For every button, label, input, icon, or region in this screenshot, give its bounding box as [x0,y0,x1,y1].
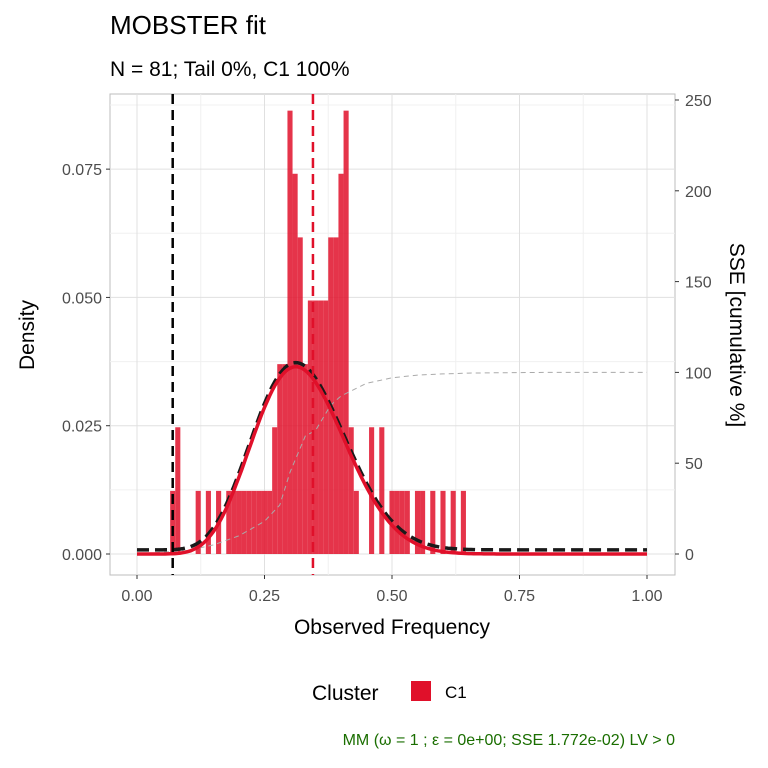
histogram-bar [338,173,344,554]
histogram-bar [414,490,421,554]
histogram-bar [241,490,247,554]
histogram-bar [379,427,385,554]
histogram-bar [282,364,288,554]
x-tick-label: 1.00 [631,588,662,605]
histogram-bar [389,490,395,554]
legend-key-c1 [411,681,431,701]
x-tick-label: 0.75 [504,588,535,605]
histogram-bar [348,427,354,554]
y-tick-label: 0.050 [62,290,102,307]
y2-tick-label: 250 [685,93,712,110]
histogram-bar [450,490,456,554]
histogram-bar [404,490,410,554]
histogram-bar [420,490,426,554]
histogram-bar [333,237,339,554]
histogram-bar [272,427,278,554]
histogram-bar [312,300,319,554]
x-tick-label: 0.00 [121,588,152,605]
histogram-bar [302,364,308,554]
y2-tick-label: 0 [685,547,694,564]
legend: Cluster C1 [312,681,467,705]
histogram-bar [323,300,329,554]
y2-tick-label: 100 [685,365,712,382]
histogram-bar [399,490,405,554]
x-tick-label: 0.25 [249,588,280,605]
y2-tick-label: 50 [685,456,703,473]
y2-tick-label: 150 [685,275,712,292]
legend-title: Cluster [312,682,379,705]
histogram-bar [394,490,400,554]
histogram-bar [256,490,262,554]
y-tick-label: 0.000 [62,547,102,564]
chart-title: MOBSTER fit [110,10,267,40]
histogram-bar [343,110,349,555]
mixture-density-line [137,360,647,552]
y-axis-title: Density [16,299,39,370]
histogram-bar [460,490,466,554]
histogram-bar [195,490,201,554]
plot-area: 0.00 0.25 0.50 0.75 1.00 0.000 0.025 0.050 0.075… [62,93,712,605]
histogram-bar [205,490,211,554]
legend-label-c1: C1 [445,683,467,702]
histogram-bar [170,490,176,554]
histogram-bar [353,490,359,554]
x-tick-label: 0.50 [376,588,407,605]
histogram-bar [287,110,293,555]
histogram-bar [318,300,324,554]
y-tick-label: 0.075 [62,162,102,179]
histogram-bar [277,364,283,554]
histogram-bar [236,490,242,554]
histogram-bar [267,490,273,554]
histogram-bar [328,237,334,554]
histogram-bar [175,427,181,554]
x-axis-title: Observed Frequency [294,616,491,639]
histogram-bar [226,490,232,554]
histogram-bar [261,490,268,554]
y2-axis-title: SSE [cumulative %] [725,243,748,427]
chart-caption: MM (ω = 1 ; ε = 0e+00; SSE 1.772e-02) LV… [343,732,676,749]
histogram-bar [307,300,313,554]
chart-subtitle: N = 81; Tail 0%, C1 100% [110,58,350,81]
histogram-bar [251,490,257,554]
histogram-bar [440,490,446,554]
histogram-bar [297,237,303,554]
y-tick-label: 0.025 [62,419,102,436]
histogram-bar [231,490,237,554]
y2-tick-label: 200 [685,184,712,201]
cluster-density-line [137,364,647,556]
histogram-bar [246,490,252,554]
histogram-bar [430,490,436,554]
